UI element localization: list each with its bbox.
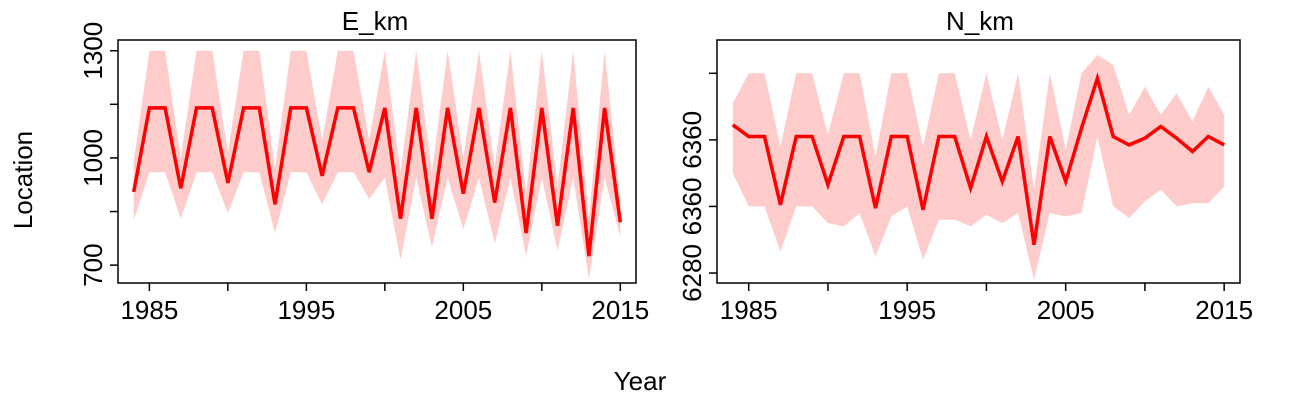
y-tick-label: 6360 <box>677 111 707 169</box>
x-tick-label: 1995 <box>878 295 936 325</box>
estimate-line <box>131 106 623 257</box>
estimate-line <box>731 72 1226 245</box>
panel-n-km: N_km 1985 1995 2005 2015 6280 6360 6360 <box>677 6 1253 325</box>
x-axis-label: Year <box>614 366 667 396</box>
x-tick-label: 2005 <box>1037 295 1095 325</box>
y-tick-label: 700 <box>78 243 108 286</box>
x-tick-label: 2005 <box>434 295 492 325</box>
x-tick-label: 2015 <box>1195 295 1253 325</box>
y-tick-label: 1300 <box>78 22 108 80</box>
plot-frame <box>716 39 1241 284</box>
plot-frame <box>117 39 637 284</box>
y-axis-label: Location <box>8 131 38 229</box>
x-tick-label: 2015 <box>591 295 649 325</box>
x-tick-label: 1985 <box>720 295 778 325</box>
x-tick-label: 1985 <box>120 295 178 325</box>
y-tick-label: 6360 <box>677 178 707 236</box>
x-tick-label: 1995 <box>277 295 335 325</box>
panel-title-n-km: N_km <box>946 6 1014 36</box>
panel-e-km: E_km 1985 1995 2005 2015 700 1000 1300 <box>78 6 649 325</box>
panel-title-e-km: E_km <box>342 6 408 36</box>
y-tick-label: 1000 <box>78 129 108 187</box>
confidence-band <box>133 50 621 280</box>
y-tick-label: 6280 <box>677 244 707 302</box>
